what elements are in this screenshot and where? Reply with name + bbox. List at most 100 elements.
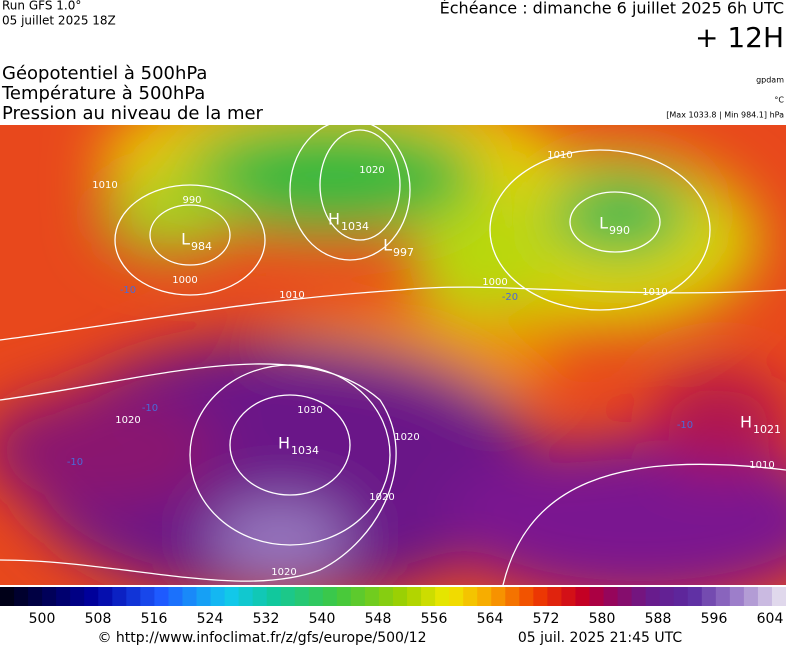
colorbar-label: 580	[589, 611, 616, 627]
temperature-label: -10	[67, 457, 83, 468]
isobar-label: 1020	[271, 567, 296, 578]
isobar-label: 1020	[394, 432, 419, 443]
color-swatch	[393, 587, 408, 606]
colorbar-label: 556	[421, 611, 448, 627]
lead-time: + 12H	[695, 21, 784, 54]
color-swatch	[575, 587, 590, 606]
color-swatch	[98, 587, 113, 606]
temperature-label: -10	[677, 420, 693, 431]
color-swatch	[463, 587, 478, 606]
colorbar-label: 564	[477, 611, 504, 627]
color-swatch	[168, 587, 183, 606]
color-swatch	[589, 587, 605, 606]
color-swatch	[266, 587, 282, 606]
colorbar-label: 508	[85, 611, 112, 627]
isobar-label: 1010	[547, 150, 572, 161]
color-swatch	[182, 587, 197, 606]
temperature-label: -10	[120, 285, 136, 296]
color-swatch	[477, 587, 492, 606]
center-type: H	[278, 434, 290, 453]
center-value: 997	[393, 246, 414, 259]
color-swatch	[252, 587, 268, 606]
color-swatch	[407, 587, 422, 606]
generated-time: 05 juil. 2025 21:45 UTC	[518, 630, 683, 646]
run-date: 05 juillet 2025 18Z	[2, 14, 116, 28]
isobar-label: 1010	[92, 180, 117, 191]
colorbar-label: 516	[141, 611, 168, 627]
color-swatch	[84, 587, 99, 606]
color-swatch	[659, 587, 675, 606]
color-swatch	[350, 587, 366, 606]
color-swatch	[378, 587, 394, 606]
color-swatch	[112, 587, 127, 606]
colorbar-label: 532	[253, 611, 280, 627]
color-swatch	[645, 587, 661, 606]
color-swatch	[547, 587, 562, 606]
color-swatch	[421, 587, 436, 606]
color-swatch	[673, 587, 689, 606]
center-value: 990	[609, 224, 630, 237]
color-swatch	[224, 587, 240, 606]
isobar-label: 990	[182, 195, 201, 206]
colorbar-label: 548	[365, 611, 392, 627]
center-value: 1034	[291, 444, 319, 457]
color-swatch	[196, 587, 212, 606]
color-swatch	[617, 587, 633, 606]
isobar-label: 1020	[115, 415, 140, 426]
isobar-label: 1020	[369, 492, 394, 503]
isobar-label: 1000	[172, 275, 197, 286]
colorbar-label: 540	[309, 611, 336, 627]
color-swatch	[505, 587, 520, 606]
color-swatch	[42, 587, 57, 606]
colorbar-label: 500	[29, 611, 56, 627]
center-type: L	[599, 214, 608, 233]
color-swatch	[701, 587, 717, 606]
source-url: © http://www.infoclimat.fr/z/gfs/europe/…	[97, 630, 426, 646]
color-swatch	[743, 587, 759, 606]
colorbar-label: 604	[757, 611, 784, 627]
isobar-label: 1020	[359, 165, 384, 176]
color-swatch	[308, 587, 324, 606]
color-swatch	[0, 587, 15, 606]
center-type: H	[740, 413, 752, 432]
legend-line: Pression au niveau de la mer	[2, 103, 264, 124]
colorbar-label: 596	[701, 611, 728, 627]
color-swatch	[771, 587, 786, 606]
colorbar-label: 588	[645, 611, 672, 627]
center-value: 1034	[341, 220, 369, 233]
temperature-label: -20	[502, 292, 518, 303]
center-value: 984	[191, 240, 212, 253]
forecast: Échéance : dimanche 6 juillet 2025 6h UT…	[440, 0, 784, 18]
color-swatch	[322, 587, 338, 606]
color-swatch	[210, 587, 226, 606]
unit: °C	[774, 96, 784, 105]
colorbar-label: 524	[197, 611, 224, 627]
colorbar	[0, 587, 786, 606]
color-swatch	[336, 587, 352, 606]
color-swatch	[687, 587, 703, 606]
run: Run GFS 1.0°	[2, 0, 81, 13]
color-swatch	[519, 587, 534, 606]
color-swatch	[449, 587, 464, 606]
color-swatch	[70, 587, 85, 606]
color-swatch	[533, 587, 548, 606]
color-swatch	[631, 587, 647, 606]
color-swatch	[126, 587, 141, 606]
isobar-label: 1010	[642, 287, 667, 298]
extremes: [Max 1033.8 | Min 984.1] hPa	[666, 111, 784, 120]
isobar-label: 1030	[297, 405, 322, 416]
color-swatch	[491, 587, 506, 606]
center-type: L	[181, 230, 190, 249]
color-swatch	[14, 587, 29, 606]
color-swatch	[140, 587, 155, 606]
unit: gpdam	[756, 76, 784, 85]
color-swatch	[757, 587, 773, 606]
color-swatch	[154, 587, 169, 606]
center-value: 1021	[753, 423, 781, 436]
color-swatch	[56, 587, 71, 606]
legend-line: Température à 500hPa	[1, 83, 205, 104]
color-swatch	[729, 587, 745, 606]
colorbar-label: 572	[533, 611, 560, 627]
